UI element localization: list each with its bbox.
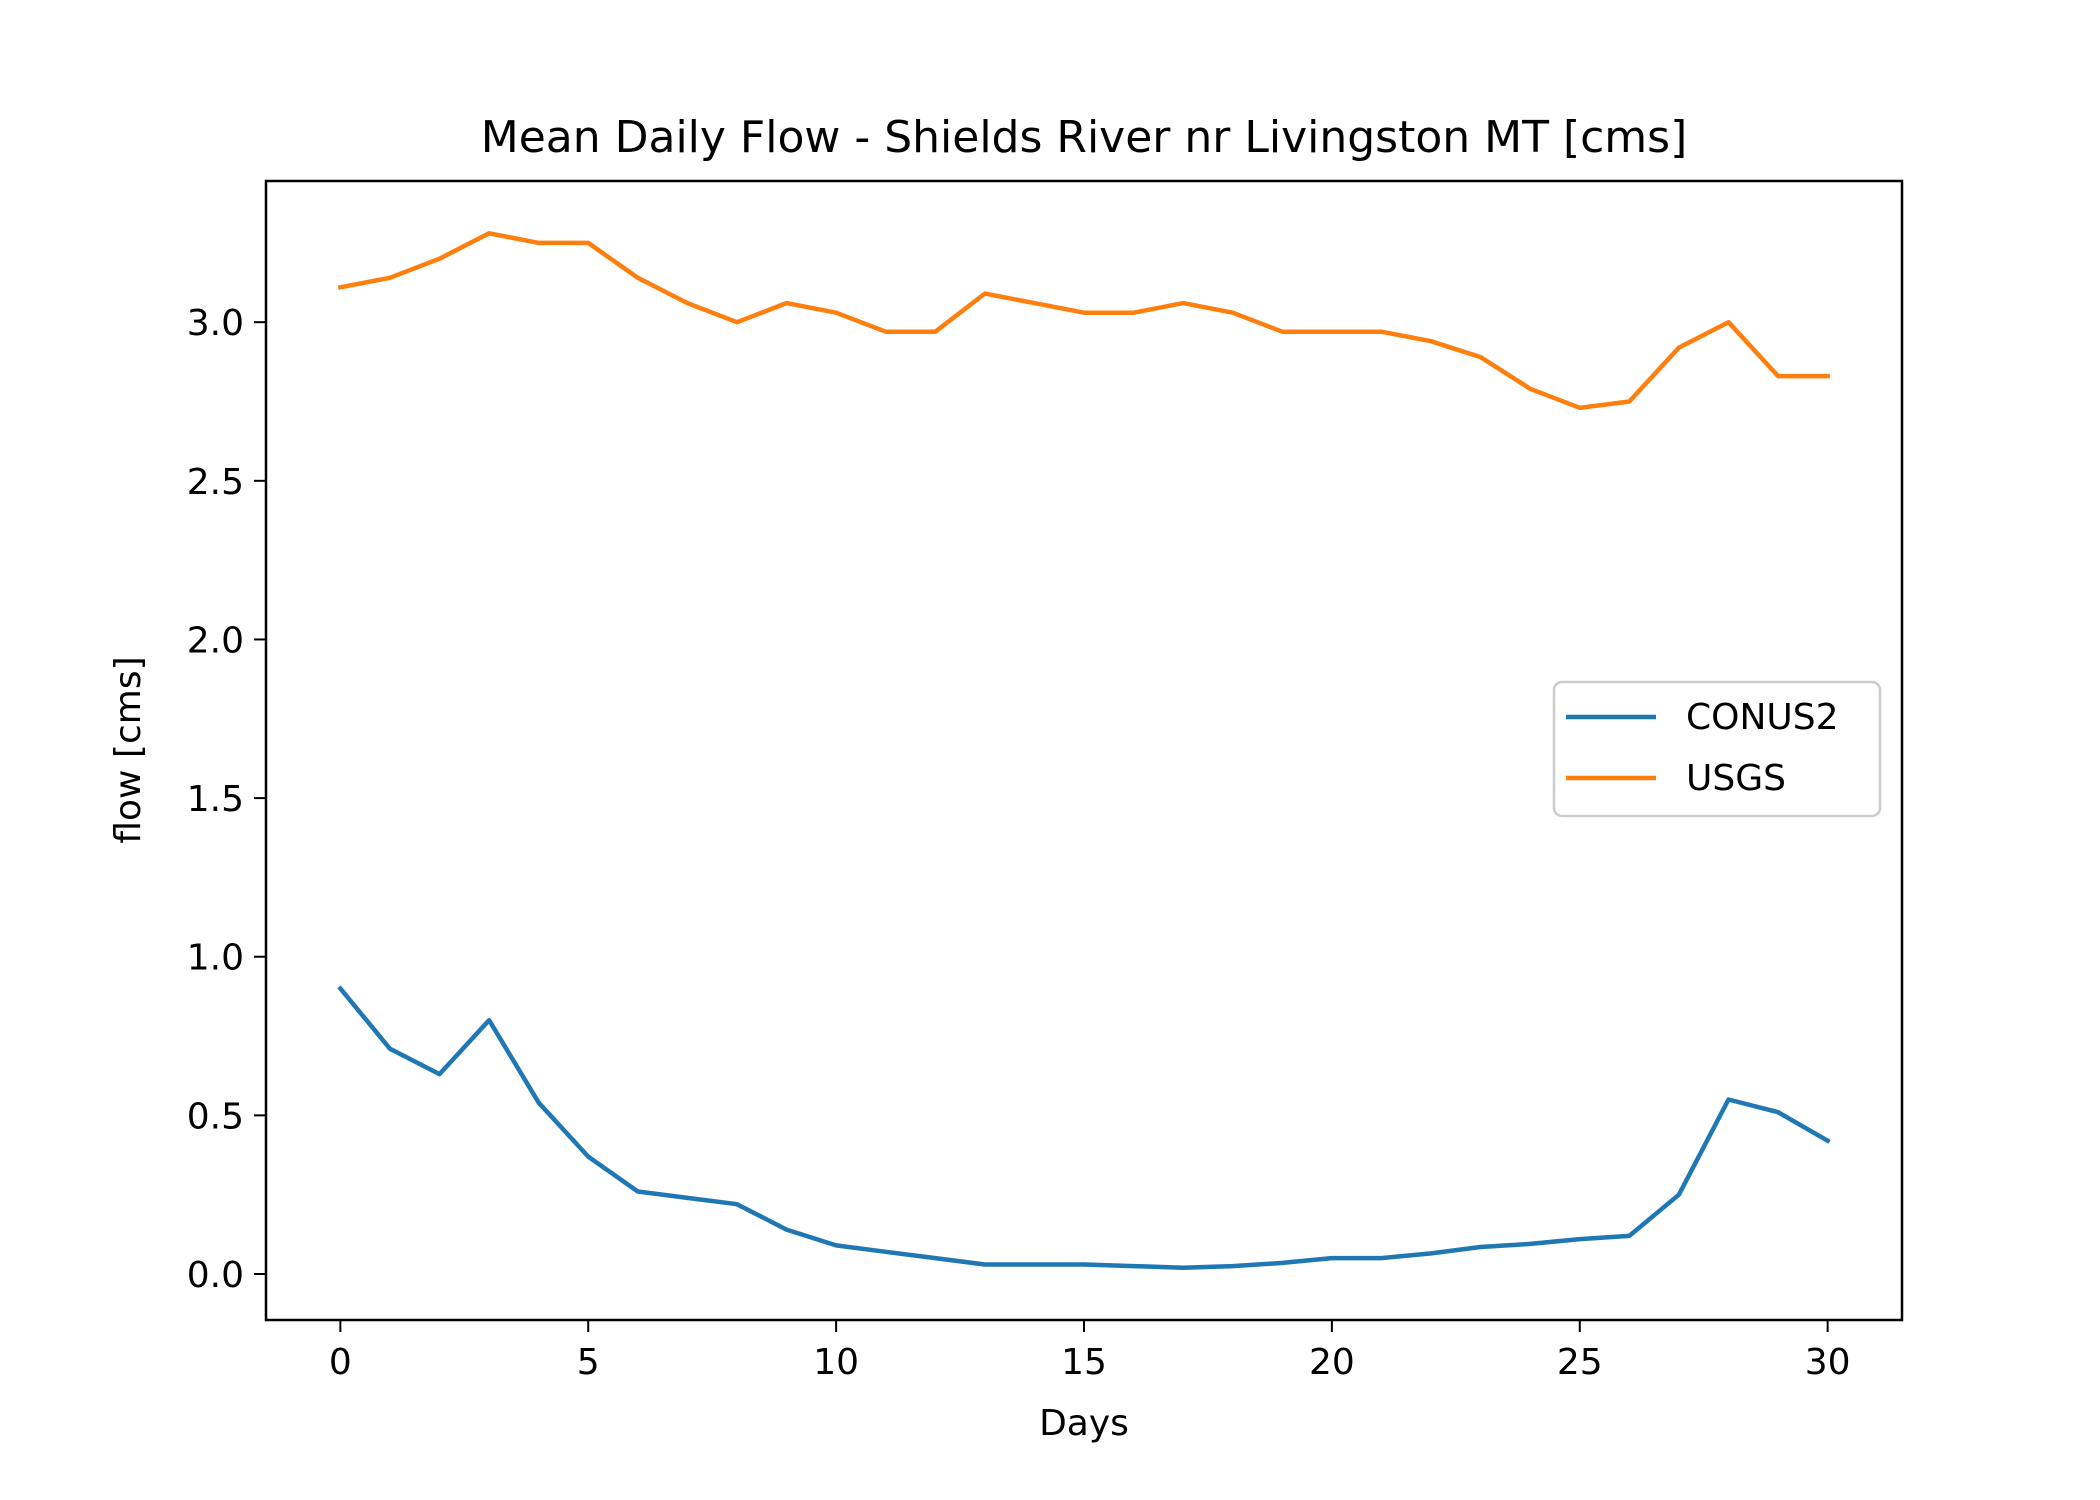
series-line-conus2 xyxy=(337,985,1831,1270)
x-tick-label: 15 xyxy=(1061,1342,1107,1383)
series-line-usgs xyxy=(337,231,1830,411)
legend: CONUS2 USGS xyxy=(1552,680,1882,818)
series-layer xyxy=(337,231,1831,1270)
x-tick-label: 25 xyxy=(1557,1342,1603,1383)
y-tick-label: 2.0 xyxy=(187,620,244,661)
chart-title: Mean Daily Flow - Shields River nr Livin… xyxy=(481,112,1688,163)
y-tick-label: 3.0 xyxy=(187,303,244,344)
y-tick-label: 2.5 xyxy=(187,462,244,503)
x-tick-label: 5 xyxy=(577,1342,600,1383)
x-tick-label: 0 xyxy=(329,1342,352,1383)
y-tick-label: 0.0 xyxy=(187,1255,244,1296)
y-axis-label: flow [cms] xyxy=(108,656,149,843)
legend-label-conus2: CONUS2 xyxy=(1686,697,1839,738)
x-tick-label: 30 xyxy=(1805,1342,1851,1383)
y-axis: 0.0 0.5 1.0 1.5 2.0 2.5 3.0 xyxy=(187,303,266,1296)
x-axis: 0 5 10 15 20 25 30 xyxy=(329,1320,1851,1383)
y-tick-label: 1.5 xyxy=(187,779,244,820)
y-tick-label: 1.0 xyxy=(187,938,244,979)
x-tick-label: 20 xyxy=(1309,1342,1355,1383)
x-axis-label: Days xyxy=(1039,1403,1129,1444)
legend-label-usgs: USGS xyxy=(1686,758,1786,799)
x-tick-label: 10 xyxy=(813,1342,859,1383)
y-tick-label: 0.5 xyxy=(187,1096,244,1137)
